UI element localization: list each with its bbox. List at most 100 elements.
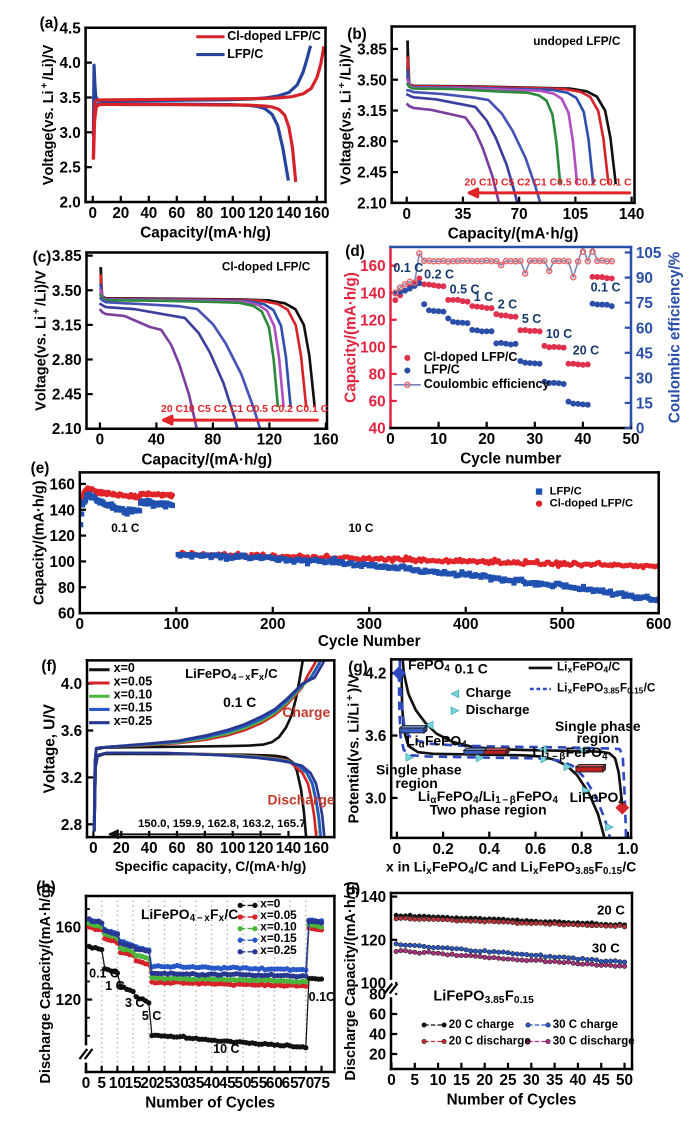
svg-text:160: 160 <box>304 840 329 857</box>
svg-text:Single phase: Single phase <box>555 718 641 734</box>
svg-text:L i F e: L i F e P O 4 <box>570 782 625 807</box>
svg-text:Cl-doped LFP/C: Cl-doped LFP/C <box>227 29 321 43</box>
svg-text:L i F e: L i F e P O α 4 <box>406 725 467 752</box>
svg-text:140: 140 <box>49 502 74 519</box>
svg-text:120: 120 <box>49 528 74 545</box>
svg-text:region: region <box>395 775 437 791</box>
svg-text:Coulombic efficiency/%: Coulombic efficiency/% <box>666 251 683 423</box>
svg-text:10: 10 <box>109 1075 126 1092</box>
svg-text:x = 0 .: x = 0 . 0 5 <box>260 899 297 924</box>
svg-text:1.0: 1.0 <box>617 841 638 858</box>
svg-text:0: 0 <box>76 616 85 633</box>
svg-text:5 C: 5 C <box>142 1009 161 1023</box>
svg-text:600: 600 <box>646 616 671 633</box>
svg-text:3.0: 3.0 <box>365 790 386 807</box>
svg-text:35: 35 <box>546 1072 563 1089</box>
svg-text:45: 45 <box>593 1072 610 1089</box>
svg-text:40: 40 <box>148 432 165 449</box>
svg-text:10 C: 10 C <box>348 521 373 535</box>
svg-text:Discharge: Discharge <box>267 792 334 808</box>
svg-text:80: 80 <box>369 366 386 383</box>
svg-text:3.6: 3.6 <box>365 728 386 745</box>
svg-text:150.0, 159.9, 162.8, 163.2, 16: 150.0, 159.9, 162.8, 163.2, 165.7 <box>138 818 306 830</box>
svg-text:100: 100 <box>360 339 385 356</box>
svg-text:40: 40 <box>569 1072 586 1089</box>
svg-text:20: 20 <box>112 205 129 222</box>
svg-text:20 C10 C5 C2 C1 C0.5 C0.2 C0.1: 20 C10 C5 C2 C1 C0.5 C0.2 C0.1 C <box>465 177 633 188</box>
svg-text:5: 5 <box>97 1075 106 1092</box>
svg-text:60: 60 <box>168 205 185 222</box>
svg-text:65: 65 <box>282 1075 299 1092</box>
svg-text:80: 80 <box>58 580 75 597</box>
svg-text:Discharge: Discharge <box>466 702 530 717</box>
svg-text:1 C: 1 C <box>105 979 124 993</box>
svg-text:(b): (b) <box>347 26 367 43</box>
svg-text:3.0: 3.0 <box>60 125 81 142</box>
svg-text:20 C: 20 C <box>597 902 625 917</box>
svg-text:15: 15 <box>453 1072 470 1089</box>
svg-text:35: 35 <box>454 206 471 223</box>
svg-text:3.50: 3.50 <box>52 283 82 300</box>
svg-text:0: 0 <box>393 841 402 858</box>
svg-text:L i F e: L i F e P O F / C x 3 . 8 5 0 . 1 5 <box>557 671 662 698</box>
svg-text:60: 60 <box>636 320 653 337</box>
svg-text:45: 45 <box>219 1075 236 1092</box>
svg-text:120: 120 <box>361 932 386 949</box>
svg-text:Number of Cycles: Number of Cycles <box>145 1095 275 1112</box>
svg-text:(d): (d) <box>345 243 365 260</box>
svg-text:50: 50 <box>235 1075 252 1092</box>
svg-text:LFP/C: LFP/C <box>227 47 263 61</box>
svg-text:V o l t: V o l t a g e , U / V <box>35 703 60 793</box>
svg-text:160: 160 <box>313 432 338 449</box>
svg-text:15: 15 <box>636 395 653 412</box>
svg-text:2.45: 2.45 <box>52 387 82 404</box>
svg-text:60: 60 <box>58 606 75 623</box>
svg-text:120: 120 <box>257 432 282 449</box>
svg-text:30 C discharge: 30 C discharge <box>553 1035 636 1047</box>
svg-text:Cycle number: Cycle number <box>460 451 561 468</box>
svg-text:40: 40 <box>140 205 157 222</box>
svg-text:L i F e: L i F e P O 1 − β 4 <box>532 737 608 764</box>
svg-text:0: 0 <box>89 205 97 222</box>
svg-text:LFP/C: LFP/C <box>550 485 582 497</box>
svg-text:0.1 C: 0.1 C <box>89 966 119 980</box>
svg-text:Capacity/(mA·h/g): Capacity/(mA·h/g) <box>140 225 271 242</box>
svg-text:0.1 C: 0.1 C <box>393 261 423 275</box>
svg-text:60: 60 <box>369 1007 386 1024</box>
svg-text:40: 40 <box>141 840 158 857</box>
svg-text:40: 40 <box>369 1027 386 1044</box>
svg-text:0.1C: 0.1C <box>309 990 335 1004</box>
svg-text:120: 120 <box>360 312 385 329</box>
svg-text:20 C charge: 20 C charge <box>449 1019 515 1031</box>
svg-text:0.4: 0.4 <box>479 841 501 858</box>
svg-text:2.80: 2.80 <box>52 352 82 369</box>
svg-text:45: 45 <box>636 345 653 362</box>
svg-text:300: 300 <box>357 616 382 633</box>
svg-text:30 C: 30 C <box>592 940 620 955</box>
svg-text:30: 30 <box>526 431 543 448</box>
svg-text:x = 0: x = 0 <box>260 887 280 912</box>
svg-text:4.5: 4.5 <box>60 20 82 37</box>
svg-text:140: 140 <box>360 285 385 302</box>
svg-text:3.6: 3.6 <box>61 723 82 740</box>
svg-text:Capacity/(mA·h/g): Capacity/(mA·h/g) <box>448 226 579 243</box>
svg-text:Single phase: Single phase <box>376 761 462 777</box>
svg-text:undoped LFP/C: undoped LFP/C <box>533 34 621 48</box>
svg-text:120: 120 <box>248 840 273 857</box>
svg-text:50: 50 <box>616 1072 633 1089</box>
svg-text:80: 80 <box>369 987 386 1004</box>
svg-text:Coulombic efficiency: Coulombic efficiency <box>424 377 550 391</box>
svg-text:3.2: 3.2 <box>61 770 82 787</box>
svg-text:20: 20 <box>113 840 130 857</box>
svg-text:5: 5 <box>411 1072 420 1089</box>
svg-text:0: 0 <box>402 206 411 223</box>
svg-text:2.0: 2.0 <box>60 195 81 212</box>
svg-text:20 C: 20 C <box>573 343 599 357</box>
svg-text:(c): (c) <box>33 249 52 266</box>
svg-text:25: 25 <box>156 1075 173 1092</box>
svg-text:S p e c: S p e c i f i c c a p a c i t y , C / ( … <box>115 851 308 876</box>
svg-text:3.15: 3.15 <box>52 317 82 334</box>
svg-text:30: 30 <box>636 370 653 387</box>
svg-text:20: 20 <box>369 1047 386 1064</box>
svg-text:L i F e: L i F e P O F / C 4 − x x <box>141 899 245 926</box>
